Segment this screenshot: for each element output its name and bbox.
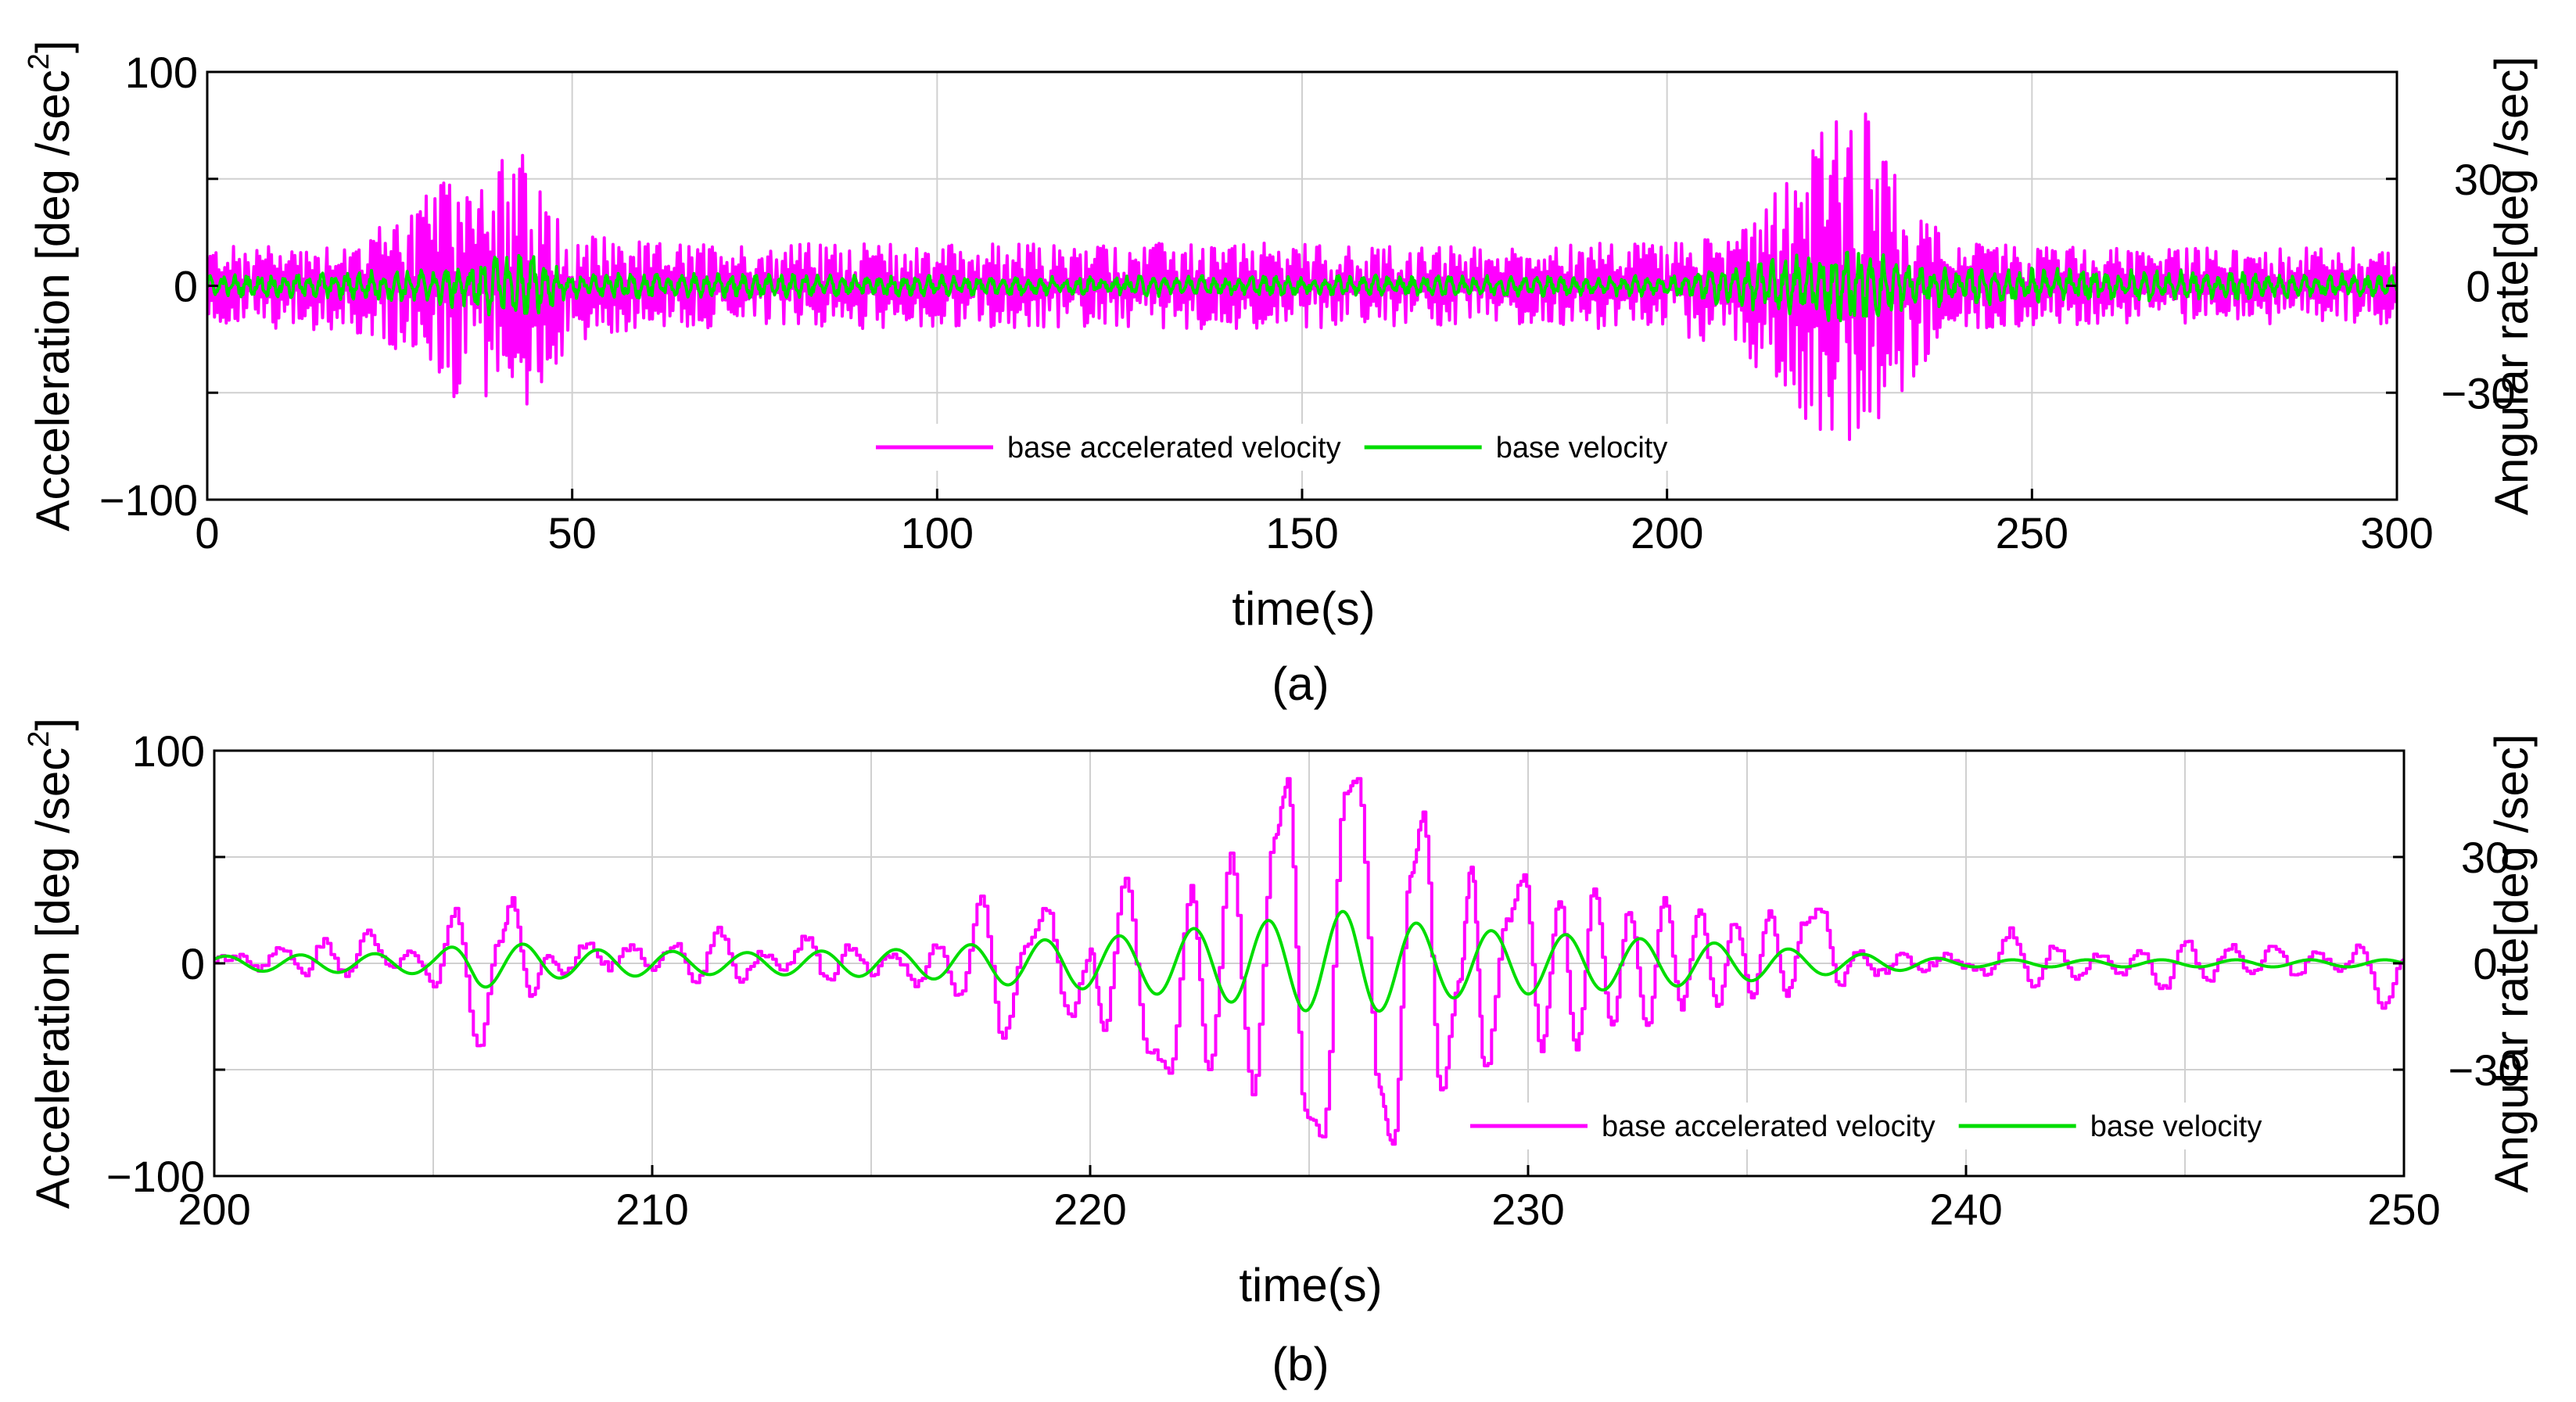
- x-tick-label: 100: [901, 508, 974, 558]
- y-left-axis-label-text: Acceleration [deg /sec: [27, 748, 79, 1209]
- x-tick-label: 240: [1929, 1185, 2002, 1234]
- chart-panel-b: 200 210 220 230 240 250 100 0 −100 30 0 −30 time(s) A…: [23, 718, 2538, 1311]
- x-tick-label: 250: [2367, 1185, 2440, 1234]
- y-left-axis-label-superscript: 2: [23, 53, 56, 70]
- y-right-tick-label: 30: [2461, 833, 2510, 882]
- y-left-axis-label: Acceleration [deg /sec2]: [23, 718, 79, 1209]
- y-right-tick-label: 0: [2473, 939, 2497, 988]
- legend-box: [868, 424, 1744, 471]
- y-left-axis-label-superscript: 2: [23, 731, 56, 748]
- y-left-tick-label: −100: [99, 475, 198, 525]
- series-line-base-velocity: [214, 909, 2404, 1013]
- y-right-tick-label: 30: [2454, 155, 2502, 204]
- legend-label-base-velocity: base velocity: [2090, 1110, 2262, 1143]
- chart-panel-a: 0 50 100 150 200 250 3001000−100300−30time(s)A…: [23, 40, 2538, 635]
- y-right-tick-label: −30: [2449, 1045, 2523, 1095]
- y-left-tick-label: 0: [181, 939, 205, 988]
- x-tick-label: 200: [1631, 508, 1703, 558]
- x-tick-label: 200: [178, 1185, 250, 1234]
- legend-box: [1462, 1103, 2354, 1149]
- x-tick-label: 250: [1996, 508, 2068, 558]
- y-left-axis-label: Acceleration [deg /sec2]: [23, 40, 79, 531]
- y-right-tick-label: −30: [2441, 368, 2516, 418]
- y-left-tick-label: 100: [132, 726, 205, 776]
- x-tick-label: 210: [615, 1185, 688, 1234]
- y-left-axis-label-text: Acceleration [deg /sec: [27, 70, 79, 531]
- legend-label-base-accelerated-velocity: base accelerated velocity: [1007, 432, 1341, 464]
- x-tick-label: 230: [1491, 1185, 1564, 1234]
- x-axis-label: time(s): [1239, 1259, 1382, 1311]
- y-right-axis-label: Angular rate[deg /sec]: [2485, 56, 2538, 515]
- caption-b: (b): [1272, 1338, 1329, 1390]
- legend-label-base-velocity: base velocity: [1496, 432, 1668, 464]
- x-axis-label: time(s): [1232, 583, 1375, 635]
- x-tick-label: 50: [548, 508, 597, 558]
- caption-a: (a): [1272, 658, 1329, 710]
- series-line-base-accelerated-velocity: [214, 776, 2404, 1146]
- y-left-axis-label-close: ]: [27, 718, 79, 731]
- x-tick-label: 0: [195, 508, 219, 558]
- y-right-tick-label: 0: [2466, 262, 2490, 311]
- x-tick-label: 300: [2360, 508, 2433, 558]
- x-tick-label: 220: [1053, 1185, 1126, 1234]
- series-line-base-velocity: [207, 250, 2397, 323]
- y-left-tick-label: −100: [106, 1152, 205, 1201]
- y-right-axis-label: Angular rate[deg /sec]: [2485, 733, 2538, 1192]
- legend-label-base-accelerated-velocity: base accelerated velocity: [1602, 1110, 1936, 1143]
- y-left-tick-label: 100: [125, 48, 198, 97]
- x-tick-label: 150: [1265, 508, 1338, 558]
- y-left-tick-label: 0: [174, 262, 198, 311]
- y-left-axis-label-close: ]: [27, 40, 79, 53]
